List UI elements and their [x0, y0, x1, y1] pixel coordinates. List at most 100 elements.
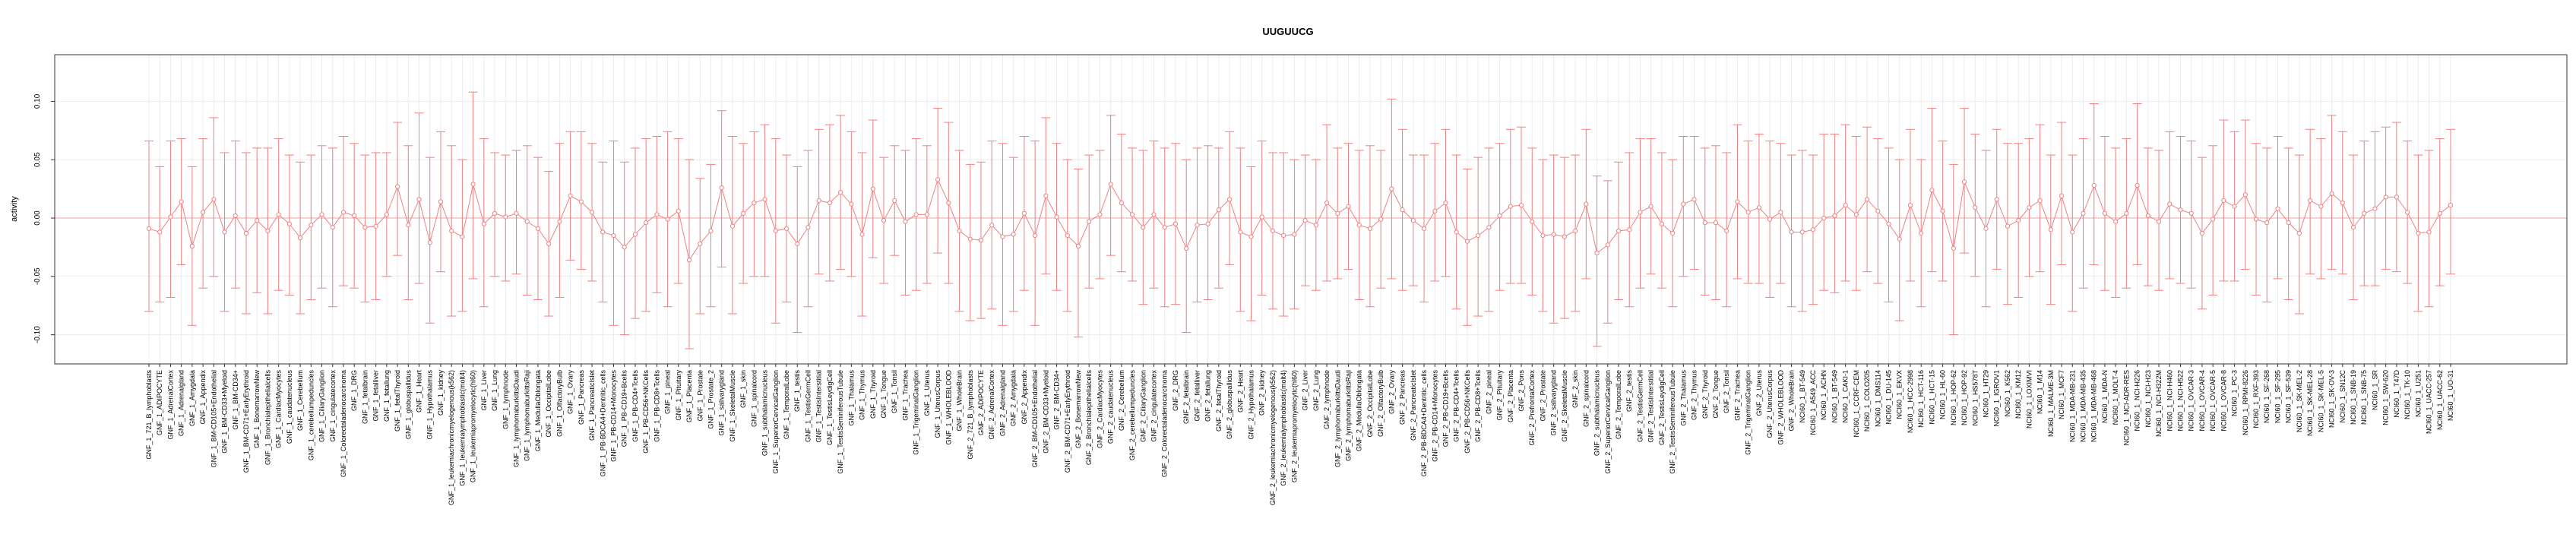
- x-tick-label: GNF_1_globuspallidus: [404, 370, 412, 440]
- data-point: [838, 190, 843, 195]
- data-point: [1810, 227, 1816, 232]
- x-tick-label: GNF_2_fetalbrain: [1182, 370, 1190, 424]
- x-tick-label: GNF_1_Liver: [480, 370, 488, 411]
- data-points: [146, 177, 2454, 263]
- data-point: [1573, 228, 1578, 234]
- data-point: [2264, 220, 2270, 226]
- x-tick-label: GNF_1_BM-CD33+Myeloid: [221, 370, 229, 454]
- data-point: [211, 197, 217, 202]
- data-point: [1324, 200, 1330, 206]
- data-point: [146, 226, 152, 231]
- data-point: [1799, 229, 1805, 235]
- x-tick-label: GNF_1_spinalcord: [750, 370, 758, 427]
- data-point: [1919, 230, 1924, 236]
- x-tick-label: GNF_2_TestisGermCell: [1636, 370, 1644, 442]
- data-point: [859, 232, 865, 237]
- x-tick-label: GNF_1_BM-CD105+Endothelial: [210, 370, 217, 467]
- x-tick-label: GNF_2_Lung: [1312, 370, 1320, 411]
- data-point: [1119, 200, 1124, 206]
- data-point: [1681, 201, 1686, 207]
- x-tick-label: NCI60_1_KM12: [2014, 370, 2022, 419]
- data-point: [2394, 194, 2399, 200]
- data-point: [2318, 204, 2324, 209]
- x-tick-label: NCI60_1_SN12C: [2339, 370, 2347, 423]
- data-point: [719, 185, 724, 191]
- grid: [55, 55, 2567, 364]
- data-point: [1184, 245, 1189, 251]
- data-point: [600, 229, 606, 235]
- data-point: [913, 212, 919, 217]
- x-tick-label: GNF_2_Hypothalamus: [1248, 370, 1255, 440]
- x-tick-label: GNF_1_Uterus: [923, 370, 931, 416]
- x-tick-label: GNF_1_AdrenalCortex: [166, 370, 174, 440]
- data-point: [179, 199, 184, 204]
- data-point: [1302, 217, 1308, 223]
- x-tick-label: GNF_2_fetallung: [1204, 370, 1212, 422]
- data-point: [589, 210, 595, 215]
- data-point: [805, 225, 811, 230]
- data-point: [1497, 213, 1502, 219]
- x-tick-label: GNF_1_WHOLEBLOOD: [945, 370, 952, 445]
- x-tick-label: GNF_1_OlfactoryBulb: [555, 370, 563, 437]
- data-point: [1195, 223, 1200, 228]
- data-point: [2362, 210, 2367, 216]
- x-tick-label: GNF_2_cerebellumpeduncles: [1128, 370, 1136, 461]
- x-tick-label: NCI60_1_COLO205: [1863, 370, 1871, 432]
- x-tick-label: NCI60_1_MALME-3M: [2047, 370, 2055, 437]
- x-tick-label: NCI60_1_RPMI-8226: [2242, 370, 2249, 435]
- x-tick-label: GNF_2_skin: [1571, 370, 1579, 408]
- data-point: [1627, 227, 1632, 232]
- x-tick-label: GNF_1_Trachea: [901, 370, 909, 421]
- data-point: [460, 234, 465, 239]
- x-tick-label: GNF_2_Tonsil: [1723, 370, 1730, 413]
- data-point: [568, 193, 573, 198]
- x-tick-label: GNF_2_WHOLEBLOOD: [1777, 370, 1784, 445]
- x-tick-label: NCI60_1_MDA-N: [2101, 370, 2109, 423]
- x-tick-label: GNF_1_Colorectaladenocarcinoma: [340, 370, 347, 477]
- y-axis: 0.10 0.05 0.00 -0.05 -0.10: [33, 93, 55, 343]
- x-tick-label: GNF_2_AdrenalCortex: [988, 370, 995, 440]
- data-point: [1065, 232, 1070, 239]
- x-tick-label: GNF_1_Pituitary: [675, 370, 682, 421]
- x-tick-label: GNF_2_TestisInterstitial: [1647, 370, 1655, 443]
- x-tick-label: GNF_1_Tongue: [880, 370, 888, 419]
- data-point: [1886, 221, 1891, 226]
- data-point: [729, 223, 736, 229]
- x-tick-label: GNF_2_OccipitalLobe: [1366, 370, 1374, 438]
- x-tick-label: GNF_1_CiliaryGanglion: [318, 370, 326, 442]
- data-point: [2037, 198, 2043, 204]
- data-point: [957, 228, 962, 234]
- x-tick-label: NCI60_1_PC-3: [2231, 370, 2239, 416]
- data-point: [1713, 220, 1719, 226]
- activity-line: [148, 178, 2451, 261]
- x-tick-label: GNF_1_BM-CD34+: [232, 370, 239, 430]
- data-point: [1897, 236, 1902, 242]
- data-point: [2178, 207, 2183, 213]
- data-point: [1518, 203, 1524, 208]
- plot-frame: [54, 54, 2568, 365]
- x-tick-label: GNF_1_SuperiorCervicalGanglion: [772, 370, 780, 474]
- x-tick-label: NCI60_1_SK-MEL-5: [2317, 370, 2324, 432]
- data-point: [870, 186, 875, 191]
- x-tick-label: GNF_2_BM-CD71+EarlyErythroid: [1064, 370, 1071, 473]
- data-point: [2081, 210, 2086, 216]
- data-point: [1454, 229, 1459, 235]
- data-point: [2005, 223, 2011, 229]
- x-tick-label: NCI60_1_BT-549: [1831, 370, 1838, 423]
- x-tick-label: GNF_2_spinalcord: [1582, 370, 1590, 427]
- data-point: [481, 221, 486, 226]
- data-point: [2188, 210, 2194, 216]
- data-point: [752, 200, 757, 206]
- x-tick-label: NCI60_1_NCI-H322M: [2155, 370, 2163, 437]
- x-tick-label: GNF_2_Colorectaladenocarcinoma: [1161, 370, 1169, 477]
- data-point: [1616, 228, 1622, 234]
- data-point: [816, 198, 821, 204]
- x-tick-label: GNF_2_caudatenucleus: [1107, 370, 1115, 444]
- x-tick-label: NCI60_1_OVCAR-8: [2220, 370, 2227, 432]
- chart-title: UUGUUCG: [1262, 26, 1313, 37]
- data-point: [1021, 210, 1027, 216]
- x-tick-label: GNF_2_OlfactoryBulb: [1377, 370, 1385, 437]
- data-point: [2253, 217, 2259, 222]
- data-point: [2416, 230, 2421, 236]
- data-point: [503, 214, 508, 220]
